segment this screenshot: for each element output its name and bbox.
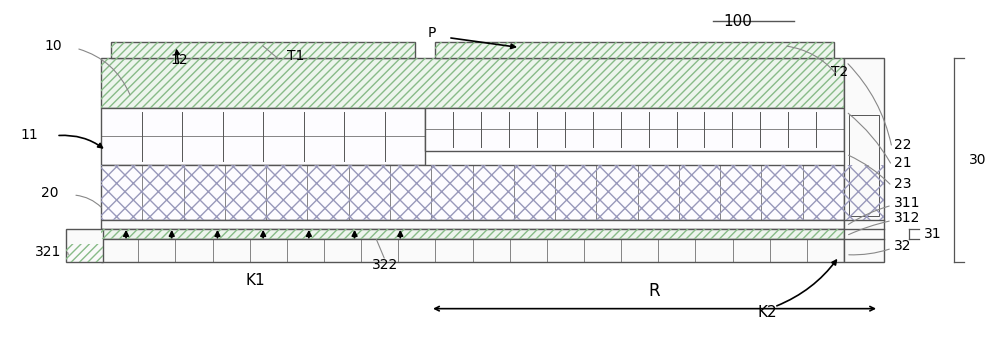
Text: 32: 32 <box>894 240 911 253</box>
Text: K1: K1 <box>246 273 265 288</box>
Bar <box>435 42 834 58</box>
Text: R: R <box>649 282 660 300</box>
Text: P: P <box>428 26 436 40</box>
Text: 23: 23 <box>894 176 911 190</box>
Text: 311: 311 <box>894 196 920 210</box>
Bar <box>844 165 884 220</box>
Text: 30: 30 <box>969 153 986 167</box>
Bar <box>425 108 844 151</box>
Bar <box>101 165 844 220</box>
Bar <box>101 239 844 262</box>
Bar <box>101 58 844 108</box>
Bar <box>844 165 884 220</box>
Bar <box>66 243 103 262</box>
Bar <box>844 58 884 262</box>
Bar <box>101 58 844 108</box>
Text: T2: T2 <box>831 66 848 79</box>
Text: 21: 21 <box>894 156 912 170</box>
Text: 20: 20 <box>41 186 58 200</box>
Bar <box>111 42 415 58</box>
Bar <box>435 42 834 58</box>
Text: 10: 10 <box>44 39 62 53</box>
Text: 12: 12 <box>170 53 188 67</box>
Bar <box>101 220 844 229</box>
Bar <box>66 229 103 262</box>
Text: T1: T1 <box>287 49 304 63</box>
Bar <box>111 42 415 58</box>
Text: 322: 322 <box>372 258 398 272</box>
Bar <box>101 108 425 165</box>
Bar <box>849 115 879 216</box>
Text: 11: 11 <box>20 127 38 142</box>
Text: K2: K2 <box>757 305 777 320</box>
Text: 31: 31 <box>924 227 941 241</box>
Bar <box>101 165 844 220</box>
Text: 100: 100 <box>723 14 752 29</box>
Bar <box>66 243 103 262</box>
Text: 22: 22 <box>894 138 911 152</box>
Bar <box>101 229 844 239</box>
Bar <box>101 229 844 239</box>
Text: 321: 321 <box>35 245 61 259</box>
Text: 312: 312 <box>894 211 920 225</box>
